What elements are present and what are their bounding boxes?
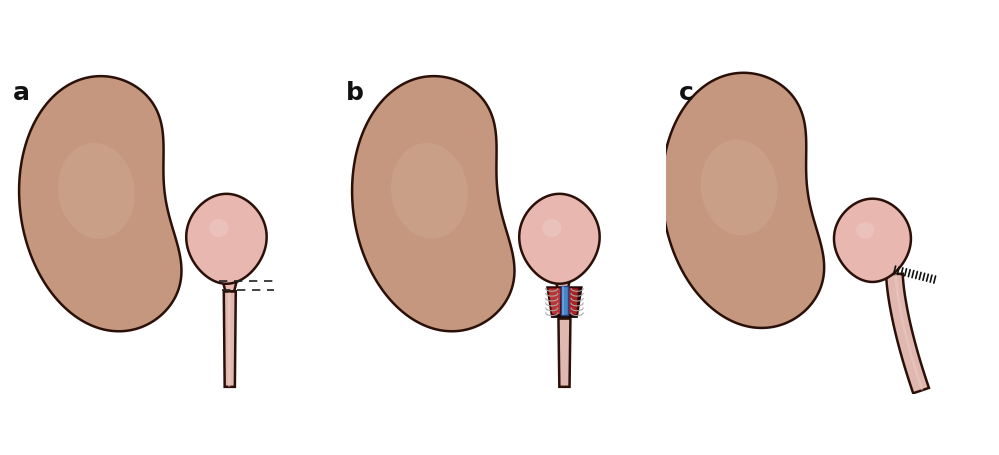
Polygon shape <box>886 274 929 394</box>
Polygon shape <box>519 194 599 284</box>
Polygon shape <box>352 77 514 332</box>
Ellipse shape <box>58 144 135 239</box>
Polygon shape <box>213 279 240 292</box>
Polygon shape <box>561 287 563 316</box>
Text: a: a <box>13 81 30 105</box>
Text: c: c <box>679 81 694 105</box>
Polygon shape <box>186 194 267 284</box>
Polygon shape <box>661 74 824 328</box>
Polygon shape <box>546 279 572 292</box>
Polygon shape <box>567 288 578 315</box>
Polygon shape <box>560 287 568 316</box>
Polygon shape <box>228 292 231 387</box>
Ellipse shape <box>391 144 468 239</box>
Polygon shape <box>547 288 561 315</box>
Ellipse shape <box>209 219 229 238</box>
Polygon shape <box>19 77 182 332</box>
Ellipse shape <box>856 222 874 239</box>
Text: b: b <box>347 81 365 105</box>
Ellipse shape <box>700 140 777 236</box>
Polygon shape <box>558 319 570 387</box>
Polygon shape <box>224 292 236 387</box>
Polygon shape <box>834 199 911 282</box>
Polygon shape <box>546 287 582 318</box>
Polygon shape <box>894 274 923 391</box>
Ellipse shape <box>542 219 561 238</box>
